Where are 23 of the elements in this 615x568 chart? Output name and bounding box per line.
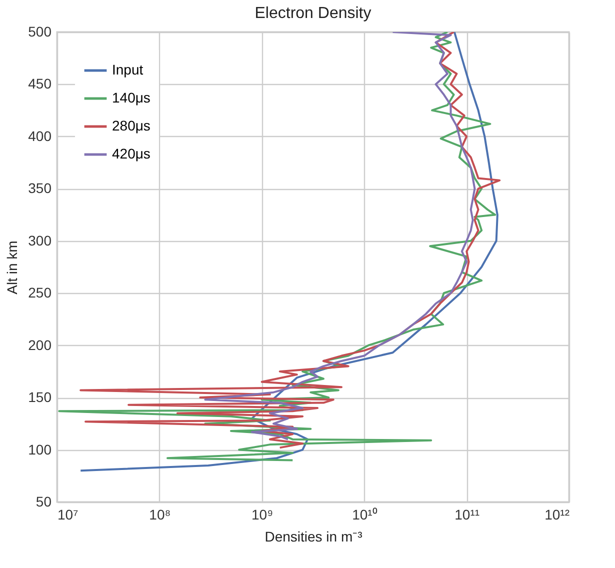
y-tick-label: 500 [28,24,52,40]
x-tick-label: 10⁸ [149,506,171,522]
y-tick-label: 300 [28,232,52,248]
chart-title: Electron Density [254,5,372,22]
y-tick-label: 150 [28,389,52,406]
legend-label: 420μs [112,146,150,162]
y-axis-title: Alt in km [4,240,20,294]
x-tick-label: 10¹² [544,506,570,522]
legend-label: 140μs [112,90,150,106]
y-tick-label: 350 [28,180,52,196]
legend-label: 280μs [112,118,150,134]
y-tick-label: 250 [28,284,52,301]
y-tick-label: 50 [36,494,52,510]
y-tick-label: 450 [28,76,52,92]
y-tick-label: 100 [28,441,52,458]
x-axis-title: Densities in m⁻³ [264,528,363,544]
y-tick-label: 200 [28,336,52,353]
x-tick-label: 10⁹ [252,506,274,522]
y-tick-label: 400 [28,128,52,144]
x-tick-label: 10⁷ [58,506,78,522]
x-tick-label: 10¹¹ [454,506,480,522]
legend-label: Input [112,62,144,78]
x-tick-label: 10¹⁰ [352,506,378,522]
